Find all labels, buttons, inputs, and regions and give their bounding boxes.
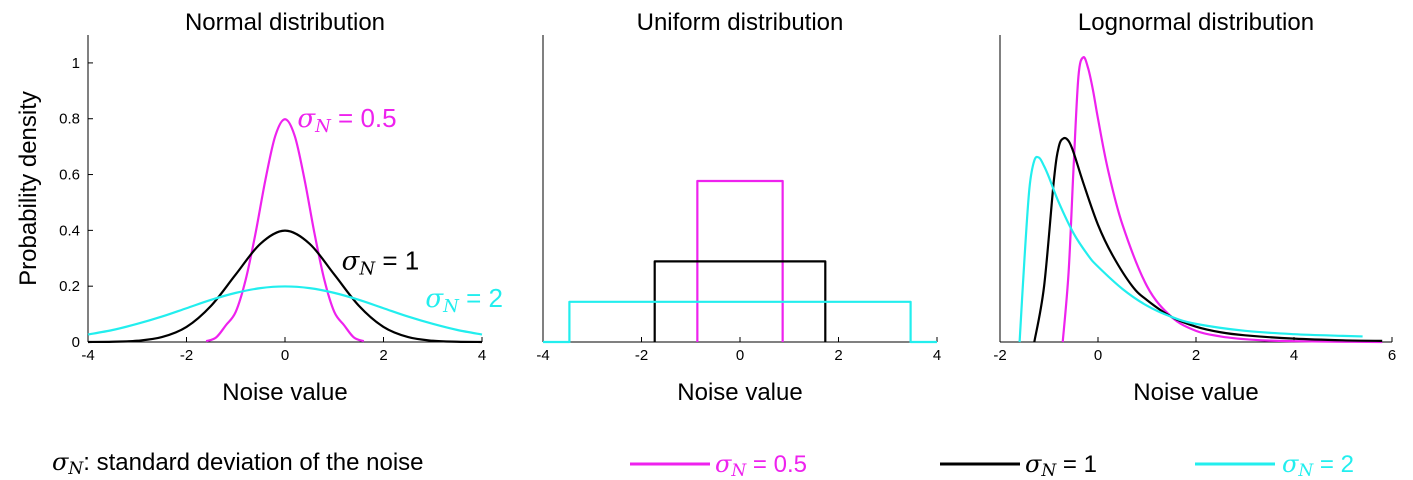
panel-0-xtick-label: 2 — [379, 347, 387, 364]
panel-0-series-1 — [87, 229, 483, 344]
legend-label-1: σN = 1 — [1025, 450, 1097, 480]
panel-2-series-2 — [1018, 155, 1363, 343]
panel-2-xlabel: Noise value — [1133, 379, 1258, 406]
panel-0-annotation-0: σN = 0.5 — [297, 103, 396, 137]
panel-1-xtick-label: -2 — [635, 347, 648, 364]
panel-0-xtick-label: 4 — [478, 347, 486, 364]
panel-0-ytick-label: 1 — [72, 55, 80, 72]
note-text: : standard deviation of the noise — [83, 449, 423, 476]
panel-2-xtick-label: 0 — [1094, 347, 1102, 364]
panel-1-xtick-label: 4 — [933, 347, 941, 364]
panel-1-title: Uniform distribution — [637, 9, 844, 36]
panel-0-xtick-label: -2 — [180, 347, 193, 364]
panel-2: Lognormal distribution -2 0 2 4 6 Noise value — [993, 9, 1396, 406]
panel-1: Uniform distribution -4 -2 0 2 4 Noise value — [536, 9, 941, 406]
panel-0-xtick-label: -4 — [81, 347, 94, 364]
panel-1-xtick-label: -4 — [536, 347, 549, 364]
panel-0-ytick-label: 0 — [72, 334, 80, 351]
panel-0-xtick-label: 0 — [281, 347, 289, 364]
panel-0-ytick-label: 0.8 — [59, 111, 80, 128]
note-sub: N — [67, 459, 84, 479]
panel-0-annotation-2: σN = 2 — [425, 283, 503, 317]
panel-2-xtick-label: 4 — [1290, 347, 1298, 364]
legend: σN = 0.5 σN = 1 σN = 2 — [630, 450, 1354, 480]
legend-label-2: σN = 2 — [1282, 450, 1354, 480]
panel-0-ytick-label: 0.2 — [59, 278, 80, 295]
panel-2-xtick-label: 2 — [1192, 347, 1200, 364]
panel-0-ytick-label: 0.6 — [59, 167, 80, 184]
panel-1-series-2 — [543, 300, 937, 344]
panel-0-series-0 — [205, 118, 365, 343]
panel-1-xtick-label: 0 — [736, 347, 744, 364]
panel-2-xtick-label: -2 — [993, 347, 1006, 364]
panel-2-xtick-label: 6 — [1388, 347, 1396, 364]
panel-2-series-0 — [1061, 56, 1383, 344]
panel-0-series-2 — [87, 285, 483, 336]
panel-0-xlabel: Noise value — [222, 379, 347, 406]
panel-2-title: Lognormal distribution — [1078, 9, 1314, 36]
noise-note: σN: standard deviation of the noise — [52, 448, 424, 479]
panel-1-xlabel: Noise value — [677, 379, 802, 406]
panel-0-ylabel: Probability density — [15, 91, 42, 286]
note-sigma: σ — [52, 448, 69, 476]
panel-0: Normal distribution -4 -2 0 2 4 0 0.2 0.4 0.6 0.8 1… — [15, 9, 503, 406]
panel-0-annotation-1: σN = 1 — [342, 245, 420, 279]
panel-0-title: Normal distribution — [185, 9, 385, 36]
panel-1-xtick-label: 2 — [834, 347, 842, 364]
panel-2-series-1 — [1033, 136, 1383, 343]
legend-label-0: σN = 0.5 — [715, 450, 807, 480]
panel-0-ytick-label: 0.4 — [59, 222, 80, 239]
